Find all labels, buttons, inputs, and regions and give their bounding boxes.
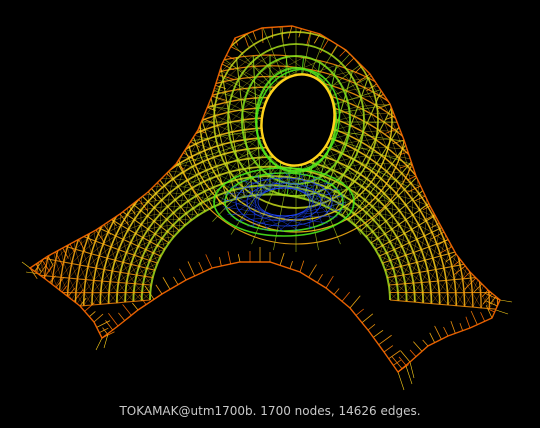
mesh-edges	[33, 26, 500, 311]
inner-core-edges	[213, 167, 355, 237]
mesh-rim	[28, 25, 501, 374]
graph-caption: TOKAMAK@utm1700b. 1700 nodes, 14626 edge…	[119, 404, 421, 418]
central-hole	[255, 68, 341, 172]
